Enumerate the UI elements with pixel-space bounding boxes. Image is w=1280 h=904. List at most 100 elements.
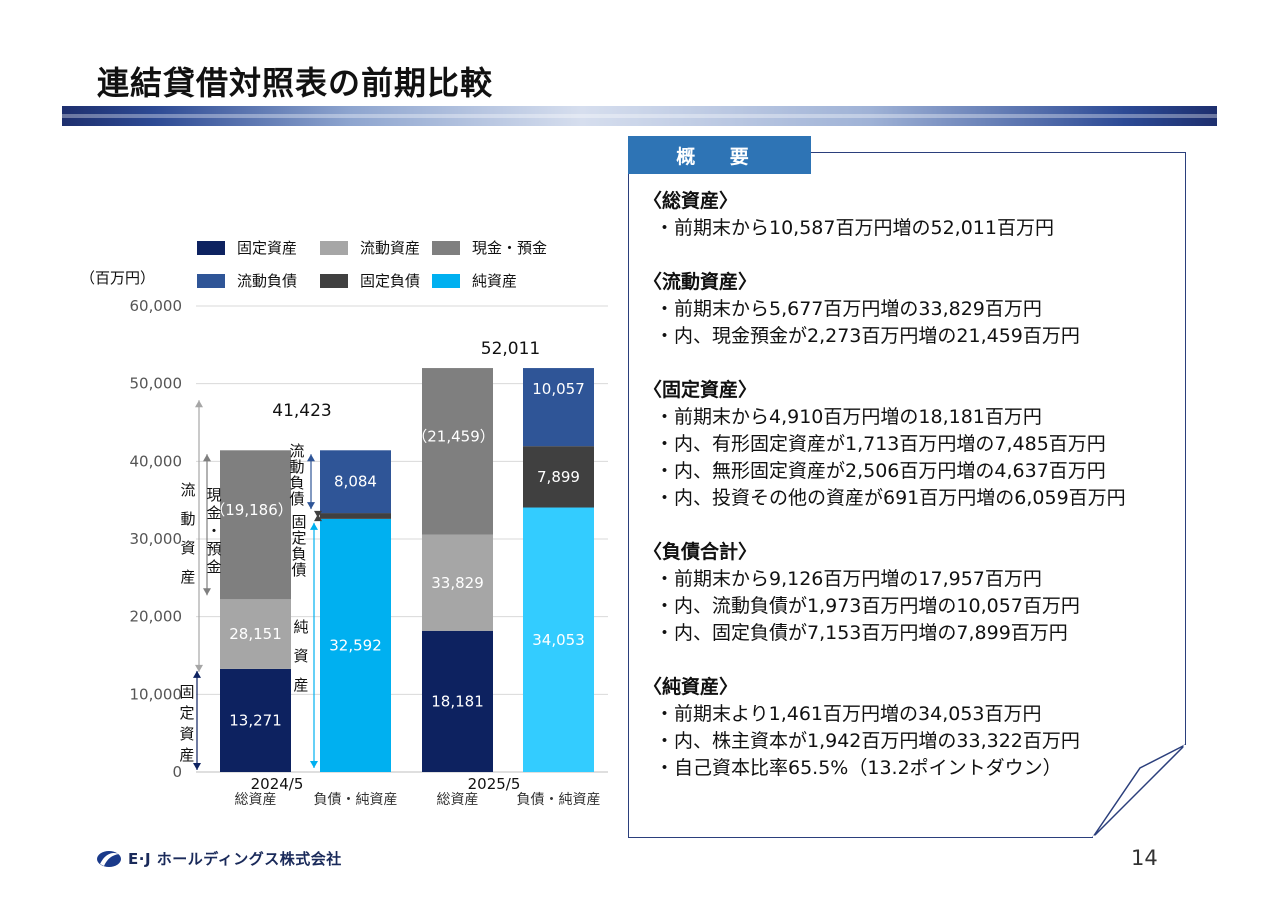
legend-swatch	[432, 273, 460, 288]
net-assets-bracket-arrow-head	[310, 522, 318, 530]
logo-swirl-icon	[97, 850, 121, 867]
bar-segment	[320, 518, 391, 772]
legend-item-cash: 現金・預金	[432, 237, 547, 258]
bar-segment	[422, 534, 493, 631]
annotation-net-assets: 資	[293, 647, 308, 665]
legend-swatch	[432, 240, 460, 255]
annotation-fixed-assets: 資	[179, 725, 194, 743]
bar-value-label: 34,053	[532, 631, 585, 649]
bar-segment	[320, 513, 391, 519]
annotation-current-liabilities: 負	[289, 474, 304, 492]
current-liabilities-bracket-arrow-head	[307, 502, 315, 510]
summary-tab-label: 概 要	[628, 136, 811, 174]
bar-value-label: （21,459）	[412, 427, 495, 445]
annotation-current-assets: 動	[180, 510, 195, 528]
chart-svg: 0 10,000 20,000 30,000 40,000 50,000 60,000 13,…	[130, 297, 608, 808]
bar-value-label: 32,592	[329, 636, 382, 654]
bar-value-label: （19,186）	[210, 501, 293, 519]
legend-item-fixed-assets: 固定資産	[197, 237, 297, 258]
bar-segment	[422, 630, 493, 772]
y-tick-label: 30,000	[130, 530, 183, 548]
bar-segment	[422, 368, 493, 535]
legend-item-current-assets: 流動資産	[320, 237, 420, 258]
summary-section-total-liabilities: 〈負債合計〉 ・前期末から9,126百万円増の17,957百万円 ・内、流動負債…	[643, 541, 1080, 644]
net-assets-bracket-arrow-head	[310, 761, 318, 768]
annotation-current-liabilities: 債	[289, 490, 304, 508]
y-tick-label: 60,000	[130, 297, 183, 315]
x-category-label: 総資産	[235, 792, 277, 808]
annotation-current-liabilities: 動	[289, 458, 304, 476]
legend-swatch	[197, 240, 225, 255]
group-label: 2025/5	[468, 775, 521, 793]
bar-value-label: 28,151	[229, 625, 282, 643]
legend-swatch	[320, 273, 348, 288]
bar-total-label: 41,423	[272, 401, 331, 421]
annotation-net-assets: 産	[293, 676, 308, 694]
cash-bracket-arrow-head	[203, 454, 211, 462]
annotation-fixed-liabilities: 債	[291, 561, 306, 579]
annotation-current-assets: 流	[180, 481, 195, 499]
summary-panel	[628, 152, 1186, 838]
x-category-label: 負債・純資産	[314, 792, 398, 808]
annotation-fixed-liabilities: 負	[291, 545, 306, 563]
bar-value-label: 33,829	[431, 574, 484, 592]
bar-value-label: 10,057	[532, 380, 585, 398]
y-tick-label: 50,000	[130, 375, 183, 393]
current-liabilities-bracket-arrow-head	[307, 454, 315, 462]
current-assets-bracket-arrow-head	[195, 400, 203, 408]
bar-segment	[523, 507, 594, 772]
company-logo: E·J ホールディングス株式会社	[96, 848, 342, 869]
y-tick-label: 20,000	[130, 608, 183, 626]
title-underline-bar	[62, 106, 1217, 126]
bar-value-label: 7,899	[537, 468, 580, 486]
annotation-fixed-assets: 固	[179, 683, 194, 701]
annotation-cash: 現	[206, 486, 221, 504]
bar-segment	[220, 450, 291, 600]
bar-value-label: 18,181	[431, 692, 484, 710]
annotation-cash: 金	[206, 504, 221, 522]
bar-total-label: 52,011	[481, 339, 540, 359]
annotation-current-liabilities: 流	[289, 442, 304, 460]
legend-item-net-assets: 純資産	[432, 270, 517, 291]
summary-section-fixed-assets: 〈固定資産〉 ・前期末から4,910百万円増の18,181百万円 ・内、有形固定…	[643, 379, 1126, 509]
bar-segment	[320, 450, 391, 514]
annotation-cash: ・	[206, 522, 221, 540]
legend-item-current-liabilities: 流動負債	[197, 270, 297, 291]
annotation-fixed-assets: 産	[179, 746, 194, 764]
current-assets-bracket-arrow-head	[195, 664, 203, 672]
balance-sheet-chart: 固定資産 流動資産 現金・預金 流動負債 固定負債 純資産 （百万円） 0 10,…	[0, 0, 620, 830]
bar-segment	[523, 446, 594, 508]
bar-segment	[523, 368, 594, 447]
annotation-net-assets: 純	[293, 618, 308, 636]
y-tick-label: 40,000	[130, 452, 183, 470]
bar-segment	[220, 668, 291, 772]
annotation-fixed-liabilities: 固	[291, 513, 306, 531]
annotation-current-assets: 資	[180, 539, 195, 557]
summary-section-current-assets: 〈流動資産〉 ・前期末から5,677百万円増の33,829百万円 ・内、現金預金…	[643, 271, 1080, 347]
group-label: 2024/5	[251, 775, 304, 793]
legend-swatch	[197, 273, 225, 288]
fixed-assets-bracket-arrow-head	[193, 670, 201, 678]
fixed-liabilities-bracket-arrow-head	[314, 510, 322, 518]
x-category-label: 総資産	[437, 792, 479, 808]
legend-swatch	[320, 240, 348, 255]
page-number: 14	[1131, 846, 1158, 870]
x-category-label: 負債・純資産	[517, 792, 601, 808]
y-tick-label: 0	[172, 763, 182, 781]
annotation-current-assets: 産	[180, 568, 195, 586]
annotation-fixed-assets: 定	[179, 704, 194, 722]
annotation-fixed-liabilities: 定	[291, 529, 306, 547]
fixed-assets-bracket-arrow-head	[193, 763, 201, 770]
bar-value-label: 13,271	[229, 711, 282, 729]
page-title: 連結貸借対照表の前期比較	[97, 64, 494, 102]
summary-section-total-assets: 〈総資産〉 ・前期末から10,587百万円増の52,011百万円	[643, 190, 1054, 239]
bar-segment	[220, 599, 291, 669]
annotation-cash: 金	[206, 558, 221, 576]
y-tick-label: 10,000	[130, 685, 183, 703]
unit-label: （百万円）	[80, 269, 156, 287]
bar-value-label: 8,084	[334, 473, 377, 491]
legend-item-fixed-liabilities: 固定負債	[320, 270, 420, 291]
cash-bracket-arrow-head	[203, 588, 211, 596]
summary-section-net-assets: 〈純資産〉 ・前期末より1,461百万円増の34,053百万円 ・内、株主資本が…	[643, 676, 1080, 779]
annotation-cash: 預	[206, 540, 221, 558]
